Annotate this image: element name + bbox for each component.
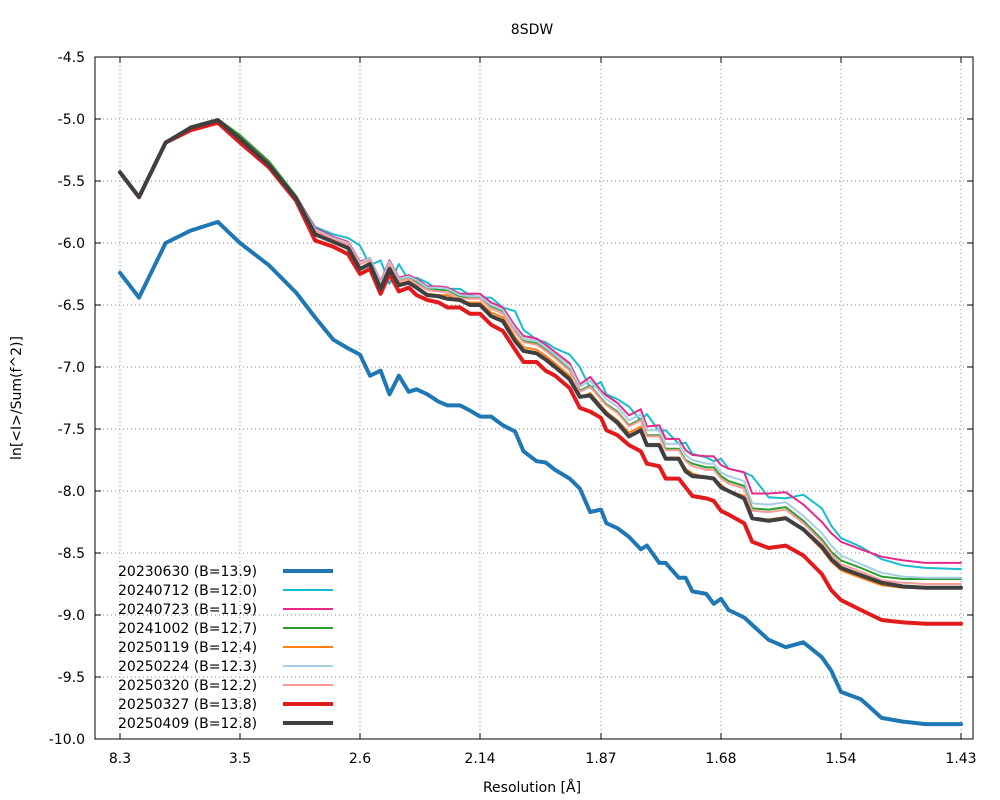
y-tick-label: -5.5 — [58, 174, 85, 190]
y-tick-label: -6.0 — [58, 236, 85, 252]
x-tick-label: 8.3 — [109, 751, 131, 767]
legend-label: 20250409 (B=12.8) — [118, 716, 257, 732]
y-tick-label: -10.0 — [49, 732, 85, 748]
legend-label: 20241002 (B=12.7) — [118, 621, 257, 637]
legend-label: 20250224 (B=12.3) — [118, 659, 257, 675]
y-tick-label: -7.5 — [58, 422, 85, 438]
series-line-6 — [119, 119, 962, 579]
series-line-9 — [118, 118, 963, 590]
chart-title: 8SDW — [511, 22, 554, 38]
y-tick-label: -8.0 — [58, 484, 85, 500]
y-tick-label: -7.0 — [58, 360, 85, 376]
y-tick-label: -9.5 — [58, 670, 85, 686]
y-tick-label: -5.0 — [58, 112, 85, 128]
y-tick-label: -8.5 — [58, 546, 85, 562]
y-tick-label: -6.5 — [58, 298, 85, 314]
series-line-1 — [118, 219, 963, 727]
y-axis-ticks: -4.5 -5.0 -5.5 -6.0 -6.5 -7.0 -7.5 -8.0 -8.5 -9.0… — [49, 50, 973, 748]
series-line-3 — [119, 118, 962, 564]
legend-label: 20240723 (B=11.9) — [118, 602, 257, 618]
x-tick-label: 1.43 — [945, 751, 976, 767]
series-line-8 — [118, 120, 963, 626]
plot-series — [118, 118, 963, 727]
x-tick-label: 3.5 — [229, 751, 251, 767]
x-tick-label: 2.14 — [464, 751, 495, 767]
y-axis-title: ln[<I>/Sum(f^2)] — [9, 336, 25, 460]
legend-label: 20240712 (B=12.0) — [118, 583, 257, 599]
legend-label: 20250320 (B=12.2) — [118, 678, 257, 694]
legend-label: 20230630 (B=13.9) — [118, 564, 257, 580]
x-axis-title: Resolution [Å] — [483, 779, 581, 796]
x-tick-label: 2.6 — [349, 751, 371, 767]
legend-label: 20250327 (B=13.8) — [118, 697, 257, 713]
x-tick-label: 1.54 — [825, 751, 856, 767]
y-tick-label: -4.5 — [58, 50, 85, 66]
x-axis-ticks: 8.3 3.5 2.6 2.14 1.87 1.68 1.54 1.43 — [109, 57, 977, 767]
x-tick-label: 1.68 — [705, 751, 736, 767]
x-tick-label: 1.87 — [585, 751, 616, 767]
legend-label: 20250119 (B=12.4) — [118, 640, 257, 656]
y-tick-label: -9.0 — [58, 608, 85, 624]
series-line-4 — [119, 118, 962, 580]
plot-frame — [94, 56, 974, 740]
legend: 20230630 (B=13.9) 20240712 (B=12.0) 202407… — [118, 564, 333, 732]
